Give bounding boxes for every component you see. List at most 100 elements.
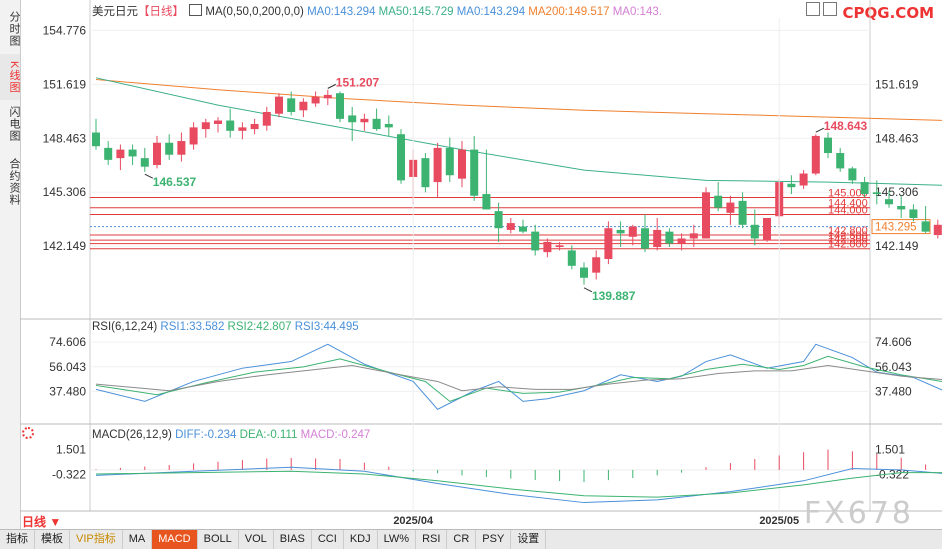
candle-body	[787, 183, 796, 188]
candle-body	[348, 115, 357, 123]
macd-right-tick: 1.501	[875, 443, 905, 457]
candle-body	[250, 123, 259, 130]
candle-body	[555, 245, 564, 248]
candle-body	[494, 211, 503, 229]
candle-body	[909, 209, 918, 218]
candle-body	[311, 96, 320, 104]
candle-body	[299, 101, 308, 111]
toolbar-tab-5[interactable]: BOLL	[198, 530, 239, 549]
rsi1-value: RSI1:33.582	[160, 321, 225, 333]
tab-kline[interactable]: K线图	[0, 54, 20, 100]
candle-body	[214, 120, 222, 124]
candle-body	[189, 127, 198, 145]
candle-body	[848, 168, 857, 181]
chart-area: 154.776 151.619 151.619 148.463 148.463 145.3…	[20, 0, 942, 527]
rsi-legend: RSI(6,12,24) RSI1:33.582 RSI2:42.807 RSI…	[92, 321, 359, 333]
settings-gear-icon[interactable]	[22, 427, 34, 439]
candle-body	[567, 250, 576, 266]
tab-contract-info[interactable]: 合约资料	[8, 158, 20, 206]
candle-body	[433, 147, 442, 183]
main-right-tick: 151.619	[875, 77, 919, 91]
candle-body	[140, 158, 149, 167]
site-logo: CPQG.COM	[842, 4, 934, 22]
annotation-pointer	[327, 83, 337, 89]
rsi-left-tick: 56.043	[49, 360, 86, 374]
chevron-down-icon: ▼	[49, 515, 62, 529]
ma-value-3: MA200:149.517	[525, 6, 610, 18]
toolbar-tab-13[interactable]: PSY	[476, 530, 512, 549]
toolbar-tab-2[interactable]: VIP指标	[70, 530, 123, 549]
level-label: 144.400	[828, 198, 868, 210]
toolbar-tab-0[interactable]: 指标	[0, 530, 35, 549]
macd-left-tick: 1.501	[56, 443, 86, 457]
candle-body	[275, 96, 283, 114]
crosshair-icon[interactable]	[806, 2, 820, 16]
tab-timeshare[interactable]: 分时图	[8, 11, 20, 47]
toolbar-tab-7[interactable]: BIAS	[274, 530, 312, 549]
annotation-label: 139.887	[592, 289, 636, 303]
ma-value-2: MA0:143.294	[453, 6, 526, 18]
period-tag: 【日线】	[138, 6, 184, 18]
candle-body	[702, 192, 710, 239]
toolbar-tab-9[interactable]: KDJ	[344, 530, 378, 549]
toolbar-tab-1[interactable]: 模板	[35, 530, 70, 549]
candle-body	[360, 118, 369, 123]
candle-body	[470, 149, 479, 196]
candle-body	[616, 229, 625, 234]
ma-config-icon[interactable]	[189, 4, 203, 16]
candle-body	[689, 233, 698, 239]
ma-values: MA0:143.294 MA50:145.729 MA0:143.294 MA2…	[307, 6, 662, 18]
x-tick-label: 2025/04	[393, 515, 434, 527]
candle-body	[177, 141, 186, 155]
candle-body	[763, 217, 771, 241]
candle-body	[799, 173, 808, 186]
candle-body	[397, 134, 405, 181]
level-label: 142.800	[828, 225, 868, 237]
ma-label: MA(0,50,0,200,0,0)	[205, 6, 304, 18]
level-label: 142.300	[828, 234, 868, 246]
toolbar-tab-12[interactable]: CR	[447, 530, 477, 549]
fullscreen-icon[interactable]	[823, 2, 837, 16]
diff-value: DIFF:-0.234	[175, 429, 237, 441]
candle-body	[458, 149, 466, 179]
period-button[interactable]: 日线 ▼	[22, 515, 62, 529]
candle-body	[153, 142, 161, 165]
candle-body	[836, 153, 845, 169]
ma-value-4: MA0:143.	[609, 6, 662, 18]
candle-body	[653, 229, 662, 248]
level-label: 145.000	[828, 187, 868, 199]
level-label: 142.000	[828, 239, 868, 251]
rsi-right-tick: 74.606	[875, 335, 912, 349]
candle-body	[238, 127, 247, 131]
macd-dea-line	[95, 470, 942, 498]
instrument-name: 美元日元	[92, 6, 138, 18]
macd-right-tick: -0.322	[875, 467, 909, 481]
toolbar-tab-14[interactable]: 设置	[511, 530, 547, 549]
candle-body	[824, 137, 832, 154]
toolbar-tab-10[interactable]: LW%	[378, 530, 417, 549]
rsi-series-RSI2	[95, 355, 942, 402]
side-tab-bar: 分时图 K线图 闪电图 合约资料	[0, 0, 21, 529]
toolbar-tab-8[interactable]: CCI	[312, 530, 344, 549]
tab-flash-chart[interactable]: 闪电图	[8, 106, 20, 142]
candle-body	[323, 94, 332, 99]
annotation-label: 146.537	[153, 175, 197, 189]
candle-body	[604, 228, 613, 259]
toolbar-tab-11[interactable]: RSI	[416, 530, 448, 549]
main-left-tick: 154.776	[43, 23, 87, 37]
level-label: 144.000	[828, 205, 868, 217]
candle-body	[921, 221, 930, 232]
candle-body	[860, 182, 869, 195]
candle-body	[165, 142, 174, 155]
main-right-tick: 145.306	[875, 185, 919, 199]
main-legend: 美元日元【日线】 MA(0,50,0,200,0,0) MA0:143.294 …	[92, 3, 662, 19]
macd-diff-line	[95, 466, 942, 504]
candle-body	[372, 118, 381, 130]
candle-body	[738, 200, 747, 225]
toolbar-tab-4[interactable]: MACD	[152, 530, 198, 549]
toolbar-tab-6[interactable]: VOL	[239, 530, 274, 549]
toolbar-tab-3[interactable]: MA	[123, 530, 153, 549]
rsi-left-tick: 37.480	[49, 384, 86, 398]
main-left-tick: 145.306	[43, 185, 87, 199]
candle-body	[445, 147, 454, 176]
